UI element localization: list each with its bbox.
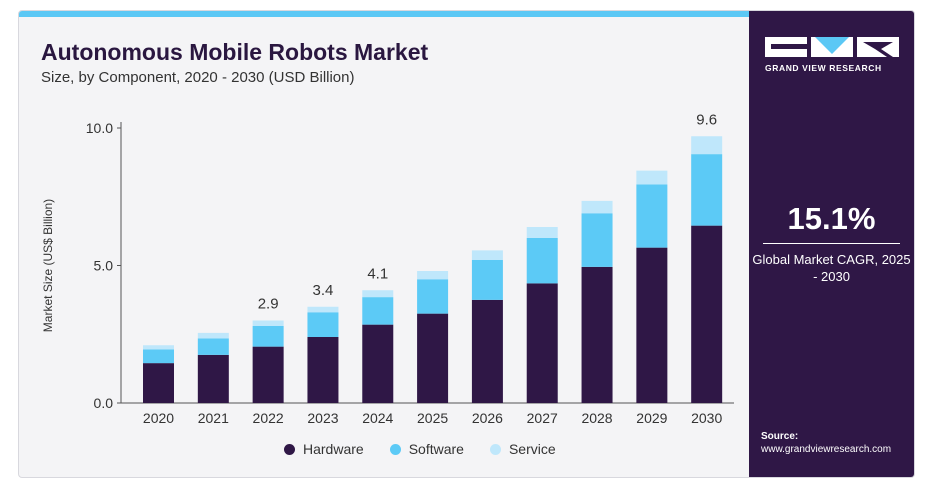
- bar-service-2025: [417, 271, 449, 280]
- bar-software-2030: [691, 154, 723, 226]
- bar-hardware-2022: [252, 346, 284, 403]
- bar-software-2021: [197, 338, 229, 355]
- accent-bar: [19, 11, 749, 17]
- cagr-value: 15.1%: [787, 201, 876, 236]
- bar-service-2020: [143, 345, 174, 350]
- x-tick-label: 2028: [581, 410, 612, 426]
- data-label-2022: 2.9: [258, 296, 279, 313]
- data-label-2024: 4.1: [367, 265, 388, 282]
- bar-software-2027: [526, 238, 558, 284]
- bar-software-2025: [417, 279, 449, 314]
- stacked-bar-chart: 0.0 5.0 10.0 Market Size (US$ Billion) 2020 2…: [41, 111, 734, 426]
- brand-name: GRAND VIEW RESEARCH: [765, 63, 882, 73]
- legend-item-hardware: Hardware: [284, 441, 364, 457]
- legend-swatch-software: [389, 443, 401, 455]
- legend-item-software: Software: [389, 441, 464, 457]
- source-label: Source:: [761, 431, 799, 442]
- legend-swatch-hardware: [284, 443, 295, 455]
- y-tick-label: 0.0: [94, 395, 114, 411]
- bar-service-2030: [691, 136, 723, 155]
- x-tick-label: 2025: [417, 410, 448, 426]
- bar-software-2026: [471, 260, 503, 300]
- x-tick-label: 2021: [198, 410, 229, 426]
- x-tick-label: 2030: [691, 410, 722, 426]
- bar-service-2028: [581, 200, 613, 214]
- bar-service-2024: [362, 290, 394, 298]
- bar-software-2029: [636, 184, 668, 248]
- bar-hardware-2025: [417, 313, 449, 403]
- bar-hardware-2029: [636, 247, 668, 403]
- logo-shapes: [765, 37, 900, 57]
- bar-hardware-2028: [581, 266, 613, 403]
- bar-hardware-2030: [691, 225, 723, 403]
- cagr-label: Global Market CAGR, 2025 - 2030: [752, 252, 911, 284]
- bar-software-2023: [307, 312, 339, 337]
- cagr-divider: [763, 243, 900, 244]
- chart-subtitle: Size, by Component, 2020 - 2030 (USD Bil…: [41, 69, 355, 86]
- bar-software-2022: [252, 326, 284, 347]
- chart-legend: Hardware Software Service: [284, 441, 556, 457]
- x-tick-label: 2029: [636, 410, 667, 426]
- bar-service-2021: [197, 332, 229, 339]
- chart-title: Autonomous Mobile Robots Market: [41, 39, 429, 65]
- logo-block-right: [857, 37, 899, 57]
- logo-block-middle: [811, 37, 853, 57]
- bar-hardware-2023: [307, 337, 339, 403]
- x-tick-label: 2024: [362, 410, 393, 426]
- bar-service-2027: [526, 227, 558, 238]
- y-tick-label: 5.0: [94, 258, 114, 274]
- bar-hardware-2021: [197, 354, 229, 403]
- bar-service-2022: [252, 320, 284, 326]
- brand-logo: GRAND VIEW RESEARCH: [765, 37, 900, 73]
- legend-label-service: Service: [508, 441, 556, 457]
- legend-label-software: Software: [408, 441, 464, 457]
- x-tick-label: 2026: [472, 410, 503, 426]
- x-tick-label: 2020: [143, 410, 174, 426]
- data-label-2023: 3.4: [313, 282, 334, 299]
- x-tick-label: 2023: [307, 410, 338, 426]
- bar-hardware-2026: [471, 299, 503, 403]
- legend-swatch-service: [489, 443, 501, 455]
- sidebar-panel: GRAND VIEW RESEARCH 15.1% Global Market …: [749, 11, 914, 477]
- source-url: www.grandviewresearch.com: [761, 444, 892, 455]
- bar-hardware-2024: [362, 324, 394, 403]
- legend-label-hardware: Hardware: [303, 441, 364, 457]
- x-tick-label: 2022: [253, 410, 284, 426]
- y-axis-title: Market Size (US$ Billion): [41, 199, 55, 332]
- y-tick-label: 10.0: [86, 120, 113, 136]
- bar-service-2023: [307, 306, 339, 313]
- logo-block-left: [765, 37, 807, 57]
- bar-hardware-2027: [526, 283, 558, 403]
- bar-software-2024: [362, 297, 394, 325]
- bar-hardware-2020: [143, 363, 174, 403]
- legend-item-service: Service: [489, 441, 556, 457]
- chart-card: Autonomous Mobile Robots Market Size, by…: [18, 10, 915, 478]
- data-label-2030: 9.6: [696, 111, 717, 128]
- bar-software-2020: [143, 349, 174, 364]
- x-tick-label: 2027: [527, 410, 558, 426]
- bar-software-2028: [581, 213, 613, 267]
- bar-service-2029: [636, 170, 668, 185]
- bar-service-2026: [471, 250, 503, 260]
